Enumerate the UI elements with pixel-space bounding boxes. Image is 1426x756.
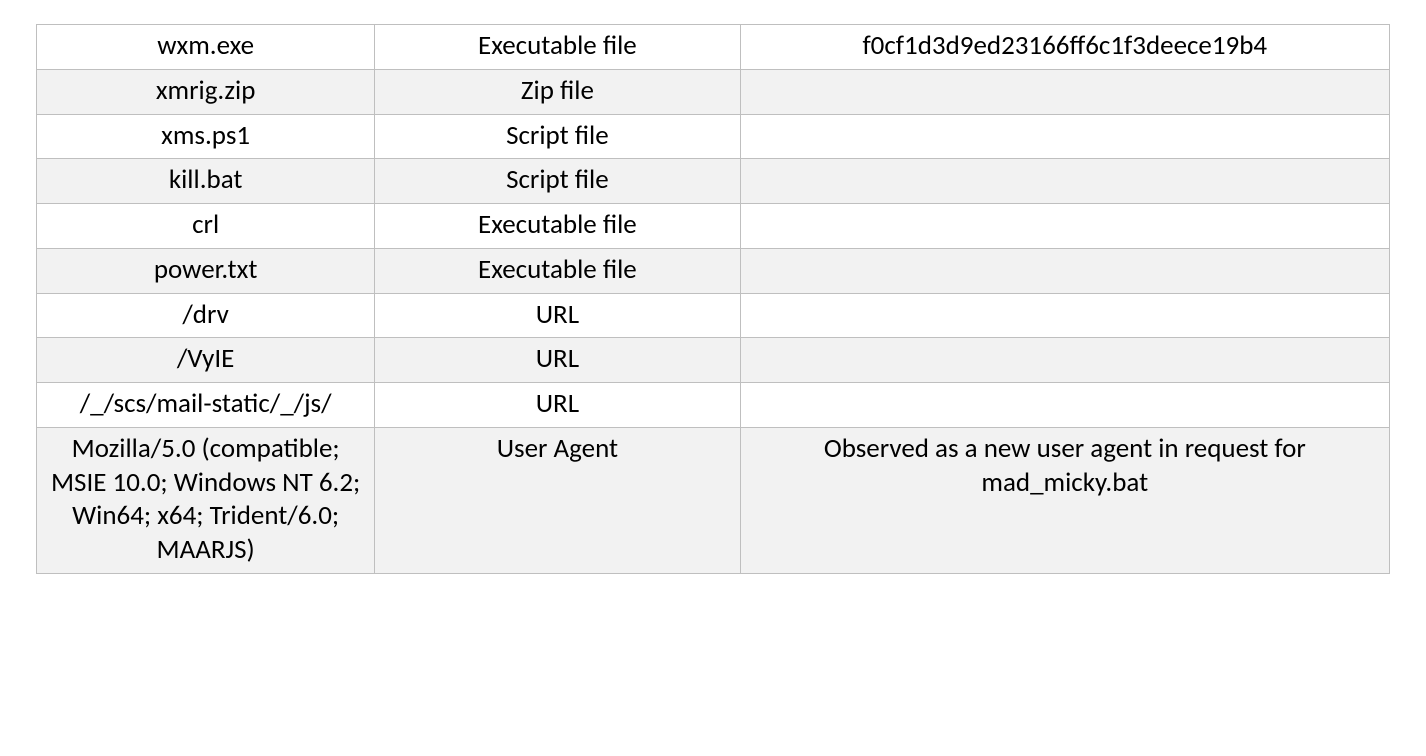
cell-detail — [740, 204, 1389, 249]
cell-type: URL — [375, 293, 740, 338]
cell-type: Zip file — [375, 69, 740, 114]
table-row: power.txt Executable file — [37, 248, 1390, 293]
cell-detail — [740, 248, 1389, 293]
table-row: crl Executable file — [37, 204, 1390, 249]
table-row: xmrig.zip Zip file — [37, 69, 1390, 114]
ioc-table: wxm.exe Executable file f0cf1d3d9ed23166… — [36, 24, 1390, 574]
cell-detail: Observed as a new user agent in request … — [740, 427, 1389, 573]
cell-indicator: crl — [37, 204, 375, 249]
table-row: xms.ps1 Script file — [37, 114, 1390, 159]
table-row: /drv URL — [37, 293, 1390, 338]
cell-type: Script file — [375, 159, 740, 204]
table-row: /_/scs/mail-static/_/js/ URL — [37, 383, 1390, 428]
table-row: wxm.exe Executable file f0cf1d3d9ed23166… — [37, 25, 1390, 70]
cell-detail — [740, 383, 1389, 428]
cell-type: URL — [375, 338, 740, 383]
cell-detail — [740, 293, 1389, 338]
cell-type: Executable file — [375, 25, 740, 70]
cell-indicator: /_/scs/mail-static/_/js/ — [37, 383, 375, 428]
table-container: wxm.exe Executable file f0cf1d3d9ed23166… — [0, 0, 1426, 598]
cell-indicator: xmrig.zip — [37, 69, 375, 114]
cell-detail: f0cf1d3d9ed23166ff6c1f3deece19b4 — [740, 25, 1389, 70]
cell-type: User Agent — [375, 427, 740, 573]
cell-indicator: /VyIE — [37, 338, 375, 383]
cell-type: Executable file — [375, 204, 740, 249]
cell-indicator: wxm.exe — [37, 25, 375, 70]
cell-indicator: power.txt — [37, 248, 375, 293]
cell-detail — [740, 338, 1389, 383]
cell-indicator: kill.bat — [37, 159, 375, 204]
table-row: kill.bat Script file — [37, 159, 1390, 204]
cell-indicator: /drv — [37, 293, 375, 338]
cell-type: Script file — [375, 114, 740, 159]
cell-type: Executable file — [375, 248, 740, 293]
cell-type: URL — [375, 383, 740, 428]
cell-indicator: xms.ps1 — [37, 114, 375, 159]
cell-detail — [740, 69, 1389, 114]
cell-detail — [740, 114, 1389, 159]
cell-detail — [740, 159, 1389, 204]
table-row: Mozilla/5.0 (compatible; MSIE 10.0; Wind… — [37, 427, 1390, 573]
cell-indicator: Mozilla/5.0 (compatible; MSIE 10.0; Wind… — [37, 427, 375, 573]
table-row: /VyIE URL — [37, 338, 1390, 383]
